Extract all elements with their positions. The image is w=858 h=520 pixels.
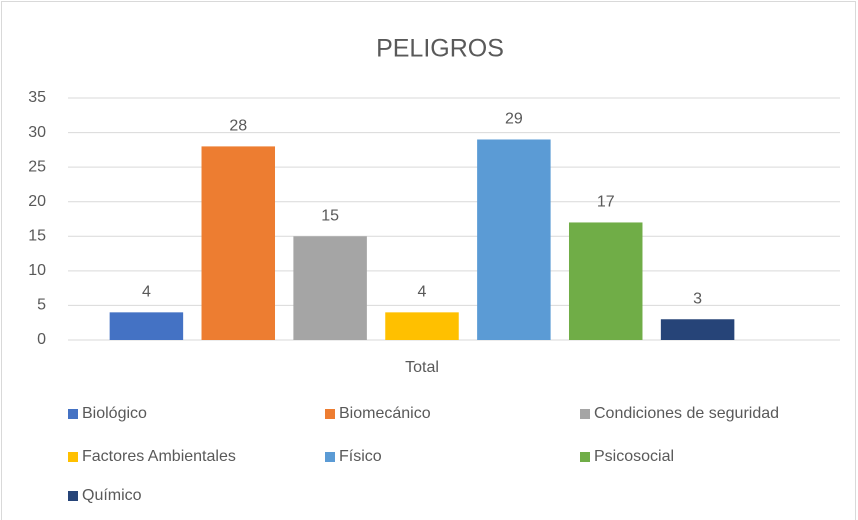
legend-swatch	[580, 452, 590, 462]
y-tick-label: 5	[37, 297, 46, 314]
legend-label: Biomecánico	[339, 405, 431, 422]
legend-swatch	[68, 491, 78, 501]
data-label: 29	[505, 111, 523, 128]
y-tick-label: 0	[37, 331, 46, 348]
data-label: 17	[597, 194, 615, 211]
data-label: 15	[321, 208, 339, 225]
bar	[201, 146, 276, 340]
data-label: 4	[142, 284, 151, 301]
y-tick-label: 15	[28, 228, 46, 245]
legend-swatch	[68, 409, 78, 419]
legend-swatch	[325, 452, 335, 462]
x-tick-label: Total	[405, 359, 439, 376]
bar	[293, 236, 367, 340]
legend-label: Físico	[339, 448, 382, 465]
bar	[660, 319, 735, 340]
chart-title: PELIGROS	[376, 35, 504, 63]
bar	[385, 312, 459, 340]
y-tick-label: 25	[28, 158, 46, 175]
y-tick-label: 20	[28, 193, 46, 210]
data-label: 28	[229, 118, 247, 135]
y-tick-label: 30	[28, 124, 46, 141]
legend-label: Químico	[82, 487, 142, 504]
legend-swatch	[580, 409, 590, 419]
y-tick-label: 10	[28, 262, 46, 279]
legend-label: Factores Ambientales	[82, 448, 236, 465]
legend-label: Condiciones de seguridad	[594, 405, 779, 422]
bar	[477, 139, 551, 340]
legend-swatch	[68, 452, 78, 462]
legend-swatch	[325, 409, 335, 419]
legend-label: Psicosocial	[594, 448, 674, 465]
legend-label: Biológico	[82, 405, 147, 422]
y-tick-label: 35	[28, 89, 46, 106]
data-label: 4	[418, 284, 427, 301]
bar	[109, 312, 184, 340]
bar	[568, 222, 643, 340]
data-label: 3	[693, 290, 702, 307]
